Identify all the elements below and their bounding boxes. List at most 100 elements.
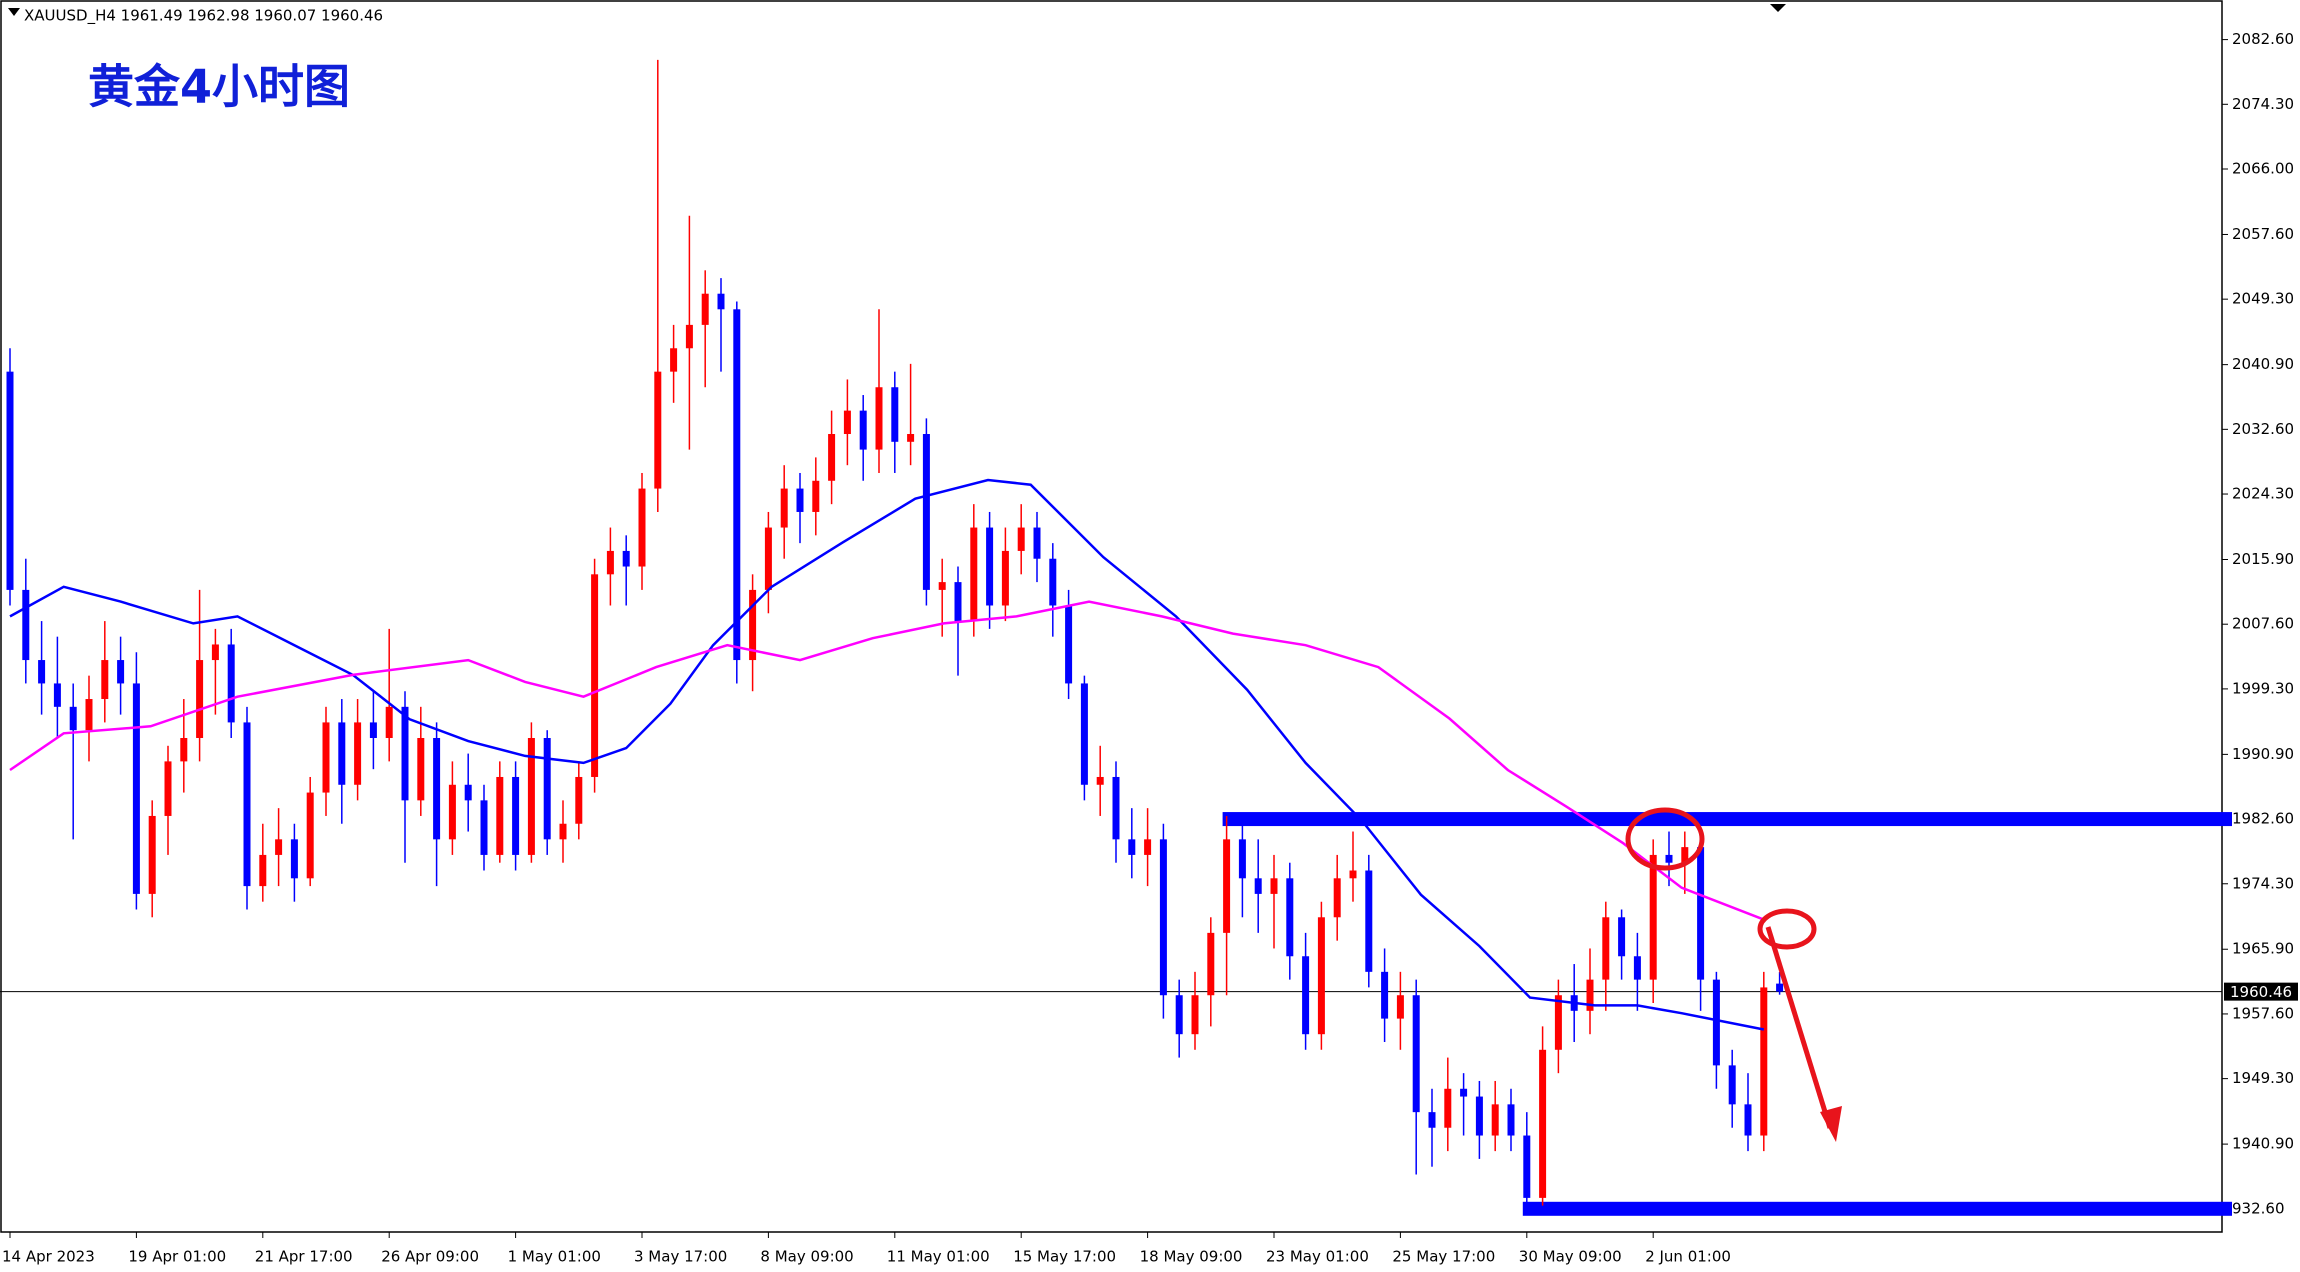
candle-body <box>1001 550 1009 606</box>
candle-body <box>1491 1104 1499 1136</box>
candle-body <box>433 738 441 840</box>
arrow-head <box>1820 1106 1842 1142</box>
candle-body <box>1381 971 1389 1019</box>
candle-body <box>1760 987 1768 1136</box>
candle-body <box>1302 956 1310 1035</box>
candle-body <box>922 434 930 590</box>
candle-body <box>891 387 899 442</box>
y-tick-label: 2074.30 <box>2232 95 2294 113</box>
candle-body <box>164 761 172 816</box>
candle-body <box>986 527 994 606</box>
y-tick-label: 1974.30 <box>2232 874 2294 892</box>
candle-body <box>685 324 693 349</box>
candle-body <box>1080 683 1088 785</box>
y-tick-label: 2057.60 <box>2232 225 2294 243</box>
candle-body <box>101 660 109 700</box>
candle-body <box>654 371 662 489</box>
candle-body <box>970 527 978 622</box>
candle-body <box>1144 839 1152 855</box>
candle-body <box>1017 527 1025 551</box>
shift-marker <box>1770 4 1786 12</box>
candle-body <box>148 815 156 894</box>
candle-body <box>1523 1135 1531 1198</box>
candle-body <box>512 776 520 855</box>
candle-body <box>717 293 725 310</box>
candle-body <box>1396 995 1404 1019</box>
candle-body <box>1602 917 1610 980</box>
candle-body <box>196 660 204 739</box>
y-tick-label: 1999.30 <box>2232 679 2294 697</box>
candle-body <box>385 706 393 739</box>
candle-body <box>1270 878 1278 894</box>
candle-body <box>938 582 946 590</box>
plot-frame <box>0 0 2223 1233</box>
candle-body <box>464 784 472 801</box>
candle-body <box>638 488 646 567</box>
y-tick-label: 2066.00 <box>2232 159 2294 177</box>
candle-body <box>401 706 409 801</box>
price-label: 1960.46 <box>2230 983 2292 1001</box>
candle-body <box>1665 854 1673 863</box>
candle-body <box>117 660 125 684</box>
x-tick-label: 18 May 09:00 <box>1140 1248 1243 1266</box>
y-tick-label: 1990.90 <box>2232 745 2294 763</box>
candle-body <box>1697 847 1705 980</box>
candle-body <box>1444 1088 1452 1128</box>
y-tick-label: 2040.90 <box>2232 355 2294 373</box>
candle-body <box>22 589 30 661</box>
y-tick-label: 1940.90 <box>2232 1135 2294 1153</box>
candle-body <box>1633 956 1641 980</box>
candle-body <box>227 644 235 723</box>
candle-body <box>575 776 583 824</box>
target-circle <box>1757 908 1817 950</box>
y-tick-label: 2024.30 <box>2232 485 2294 503</box>
x-tick-label: 25 May 17:00 <box>1392 1248 1495 1266</box>
candle-body <box>480 800 488 855</box>
candle-body <box>1586 979 1594 1011</box>
candle-body <box>1507 1104 1515 1136</box>
candle-body <box>606 550 614 575</box>
candle-body <box>907 434 915 442</box>
candle-body <box>1317 917 1325 1035</box>
candle-body <box>559 823 567 840</box>
candle-body <box>1681 847 1689 863</box>
candle-body <box>1286 878 1294 957</box>
x-tick-label: 23 May 01:00 <box>1266 1248 1369 1266</box>
candle-body <box>796 488 804 512</box>
candle-body <box>1554 995 1562 1050</box>
candle-body <box>1065 605 1073 684</box>
x-tick-label: 14 Apr 2023 <box>2 1248 95 1266</box>
y-tick-label: 1965.90 <box>2232 940 2294 958</box>
candle-body <box>448 784 456 840</box>
candle-body <box>53 683 61 707</box>
candle-body <box>243 722 251 887</box>
candle-body <box>1744 1104 1752 1136</box>
y-tick-label: 1949.30 <box>2232 1069 2294 1087</box>
candle-body <box>369 722 377 739</box>
candle-body <box>859 410 867 450</box>
x-tick-label: 8 May 09:00 <box>760 1248 853 1266</box>
candle-body <box>527 738 535 855</box>
candle-body <box>496 776 504 855</box>
candle-body <box>85 699 93 731</box>
candle-body <box>1207 932 1215 996</box>
candle-body <box>211 644 219 661</box>
candle-body <box>1128 839 1136 855</box>
candle-body <box>1191 995 1199 1035</box>
candle-body <box>1349 870 1357 879</box>
header: XAUUSD_H4 1961.49 1962.98 1960.07 1960.4… <box>24 7 383 26</box>
y-tick-label: 2007.60 <box>2232 615 2294 633</box>
level-line <box>1522 1201 2232 1216</box>
candle-body <box>543 738 551 840</box>
chart-title: 黄金4小时图 <box>88 60 350 114</box>
candle-body <box>1649 854 1657 980</box>
candle-body <box>1112 776 1120 840</box>
candle-body <box>275 839 283 855</box>
candle-body <box>1175 995 1183 1035</box>
y-tick-label: 2049.30 <box>2232 290 2294 308</box>
candle-body <box>1412 995 1420 1113</box>
candle-body <box>69 706 77 731</box>
y-tick-label: 2032.60 <box>2232 420 2294 438</box>
candle-body <box>1776 983 1784 992</box>
